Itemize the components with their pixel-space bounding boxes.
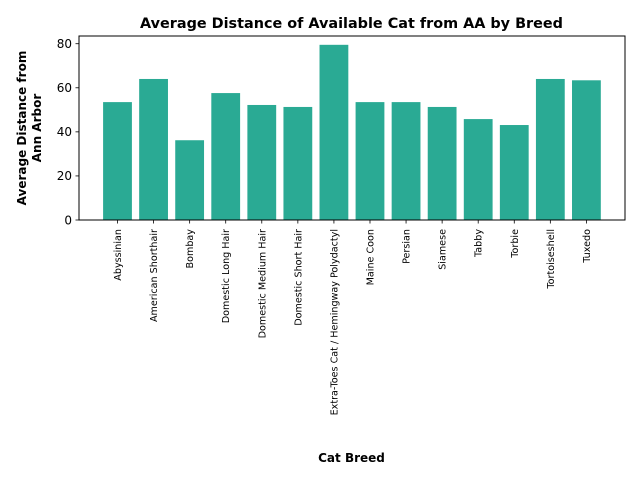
y-tick-label: 80: [57, 37, 72, 51]
plot-frame: [78, 35, 626, 221]
bar-0: [103, 102, 132, 220]
bar-8: [391, 102, 421, 220]
x-tick-label: Domestic Long Hair: [221, 229, 232, 323]
x-tick-label: Persian: [402, 229, 413, 264]
y-axis-label: Average Distance from Ann Arbor: [15, 51, 44, 206]
y-axis-label-line-2: Ann Arbor: [30, 94, 44, 163]
x-tick-label: Extra-Toes Cat / Hemingway Polydactyl: [329, 229, 340, 415]
x-tick-label: Siamese: [438, 229, 449, 270]
bar-10: [463, 119, 493, 220]
y-tick-label: 60: [57, 81, 72, 95]
y-tick-label: 0: [64, 213, 72, 227]
x-tick-label: Torbie: [510, 229, 521, 259]
bar-11: [499, 125, 529, 220]
bar-4: [247, 104, 277, 220]
x-tick-label: Domestic Short Hair: [293, 229, 304, 326]
bars-group: [103, 44, 601, 221]
x-tick-label: American Shorthair: [149, 229, 160, 322]
x-tick-label: Abyssinian: [113, 229, 124, 281]
y-tick-label: 20: [57, 169, 72, 183]
bar-13: [572, 80, 601, 221]
chart-title: Average Distance of Available Cat from A…: [140, 16, 563, 32]
bar-2: [175, 140, 205, 220]
bar-7: [355, 102, 385, 220]
bar-3: [211, 93, 241, 220]
y-tick-label: 40: [57, 125, 72, 139]
x-axis-label: Cat Breed: [318, 451, 385, 465]
x-tick-label: Maine Coon: [365, 229, 376, 285]
x-tick-label: Tabby: [474, 229, 485, 258]
x-tick-label: Domestic Medium Hair: [257, 229, 268, 338]
x-tick-label: Bombay: [185, 229, 196, 269]
bar-12: [535, 78, 565, 220]
y-axis: 0 20 40 60 80: [57, 37, 79, 227]
bar-1: [139, 78, 168, 220]
bar-9: [427, 106, 457, 220]
bar-6: [319, 44, 349, 220]
x-tick-label: Tortoiseshell: [546, 229, 557, 290]
y-axis-label-line-1: Average Distance from: [15, 51, 29, 206]
x-tick-label: Tuxedo: [582, 229, 593, 264]
bar-5: [283, 106, 313, 220]
x-axis: Abyssinian American Shorthair Bombay Domest…: [113, 220, 593, 415]
